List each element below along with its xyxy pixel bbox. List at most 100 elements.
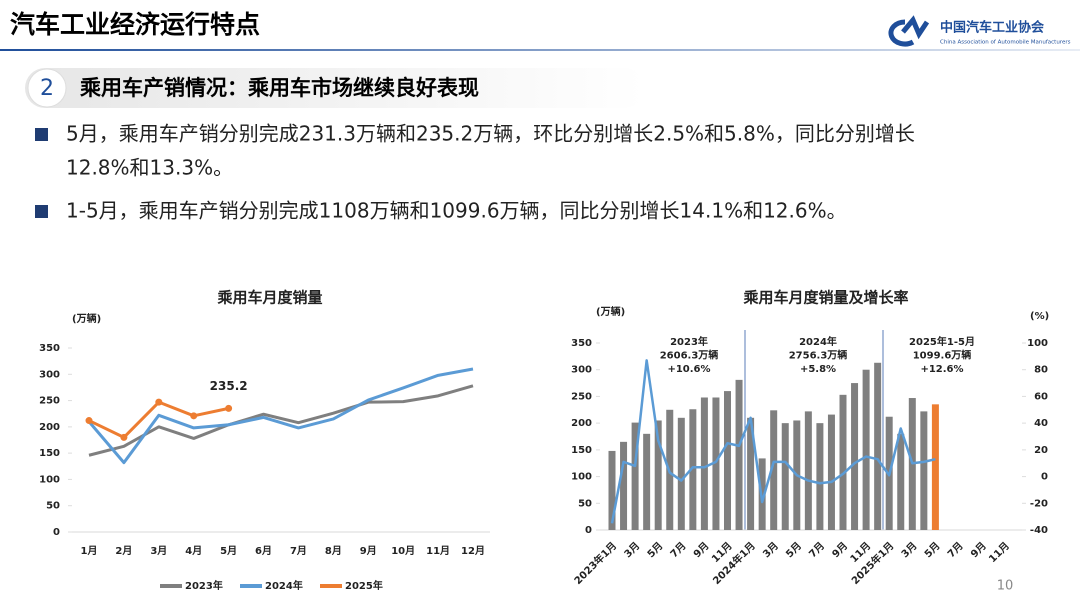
bar (608, 450, 616, 530)
x-tick-label: 5月 (784, 540, 804, 560)
annotation: 2756.3万辆 (789, 349, 848, 362)
y-axis-label: (万辆) (596, 305, 625, 318)
x-tick-label: 5月 (220, 545, 237, 557)
marker (120, 433, 128, 441)
marker (225, 404, 233, 412)
y2-tick-label: 100 (1027, 338, 1048, 349)
legend-label: 2025年 (345, 579, 383, 592)
x-tick-label: 10月 (391, 545, 415, 557)
x-tick-label: 3月 (622, 540, 642, 560)
y-tick-label: 300 (571, 365, 592, 376)
x-tick-label: 7月 (290, 545, 307, 557)
bullet-text: 1-5月，乘用车产销分别完成1108万辆和1099.6万辆，同比分别增长14.1… (66, 199, 847, 223)
line (610, 359, 936, 524)
x-tick-label: 2023年1月 (571, 539, 619, 587)
bar (839, 394, 847, 530)
x-tick-label: 12月 (461, 545, 485, 557)
line (87, 367, 474, 465)
legend-label: 2023年 (185, 579, 223, 592)
y2-tick-label: 20 (1034, 445, 1048, 456)
bar (643, 433, 651, 530)
x-tick-label: 9月 (830, 540, 850, 560)
y-tick-label: 0 (53, 527, 60, 538)
annotation: 2024年 (799, 335, 837, 348)
x-tick-label: 11月 (426, 545, 450, 557)
bar (620, 441, 628, 530)
y-tick-label: 250 (39, 396, 60, 407)
y-tick-label: 350 (39, 343, 60, 354)
page-number: 10 (997, 579, 1014, 594)
x-tick-label: 3月 (150, 545, 167, 557)
x-tick-label: 7月 (945, 540, 965, 560)
section-band (25, 68, 645, 108)
bar (920, 411, 928, 530)
x-tick-label: 3月 (899, 540, 919, 560)
y2-tick-label: -20 (1030, 498, 1048, 509)
y-tick-label: 200 (571, 418, 592, 429)
y2-tick-label: 0 (1041, 472, 1048, 483)
marker (85, 417, 93, 425)
bar (897, 433, 905, 530)
y-axis-label: (万辆) (72, 312, 101, 325)
y-tick-label: 100 (571, 472, 592, 483)
annotation: 2606.3万辆 (660, 349, 719, 362)
bar (851, 383, 859, 530)
bullet (35, 128, 48, 141)
bar (931, 404, 939, 530)
y-tick-label: 300 (39, 369, 60, 380)
annotation: 2025年1-5月 (909, 335, 975, 348)
logo-mark (888, 15, 930, 47)
annotation: +10.6% (667, 364, 710, 375)
bar (781, 423, 789, 530)
annotation: +12.6% (920, 364, 963, 375)
x-tick-label: 2月 (115, 545, 132, 557)
legend-label: 2024年 (265, 579, 303, 592)
bar (735, 379, 743, 530)
bar (862, 369, 870, 530)
logo-en: China Association of Automobile Manufact… (940, 40, 1071, 46)
y-tick-label: 150 (39, 448, 60, 459)
bar (816, 423, 824, 530)
y2-tick-label: 60 (1034, 391, 1048, 402)
x-tick-label: 9月 (968, 540, 988, 560)
x-tick-label: 11月 (987, 540, 1012, 565)
y-tick-label: 150 (571, 445, 592, 456)
annotation: 2023年 (670, 335, 708, 348)
x-tick-label: 7月 (668, 540, 688, 560)
y-tick-label: 250 (571, 391, 592, 402)
bar (770, 410, 778, 530)
marker (190, 412, 198, 420)
y-tick-label: 200 (39, 422, 60, 433)
annotation: +5.8% (800, 364, 836, 375)
y2-axis-label: (%) (1030, 311, 1049, 322)
x-tick-label: 3月 (760, 540, 780, 560)
data-label: 235.2 (210, 379, 248, 393)
annotation: 1099.6万辆 (913, 349, 972, 362)
bar (804, 411, 812, 530)
y-tick-label: 0 (585, 525, 592, 536)
x-tick-label: 1月 (81, 545, 98, 557)
bar (874, 362, 882, 530)
x-tick-label: 5月 (922, 540, 942, 560)
bar (724, 391, 731, 530)
x-tick-label: 7月 (807, 540, 827, 560)
logo-cn: 中国汽车工业协会 (940, 20, 1045, 36)
x-tick-label: 4月 (185, 545, 202, 557)
bar (712, 397, 720, 530)
y-tick-label: 50 (46, 501, 60, 512)
x-tick-label: 6月 (255, 545, 272, 557)
bullet (35, 205, 48, 218)
x-tick-label: 8月 (325, 545, 342, 557)
bullet-text: 5月，乘用车产销分别完成231.3万辆和235.2万辆，环比分别增长2.5%和5… (66, 122, 915, 146)
y-tick-label: 50 (578, 498, 592, 509)
section-number: 2 (40, 76, 54, 101)
bar (631, 422, 639, 530)
x-tick-label: 5月 (645, 540, 665, 560)
bullet-text: 12.8%和13.3%。 (66, 156, 233, 180)
y2-tick-label: 80 (1034, 365, 1048, 376)
section-badge (27, 68, 67, 108)
marker (155, 398, 163, 406)
chart-title: 乘用车月度销量及增长率 (742, 289, 908, 307)
